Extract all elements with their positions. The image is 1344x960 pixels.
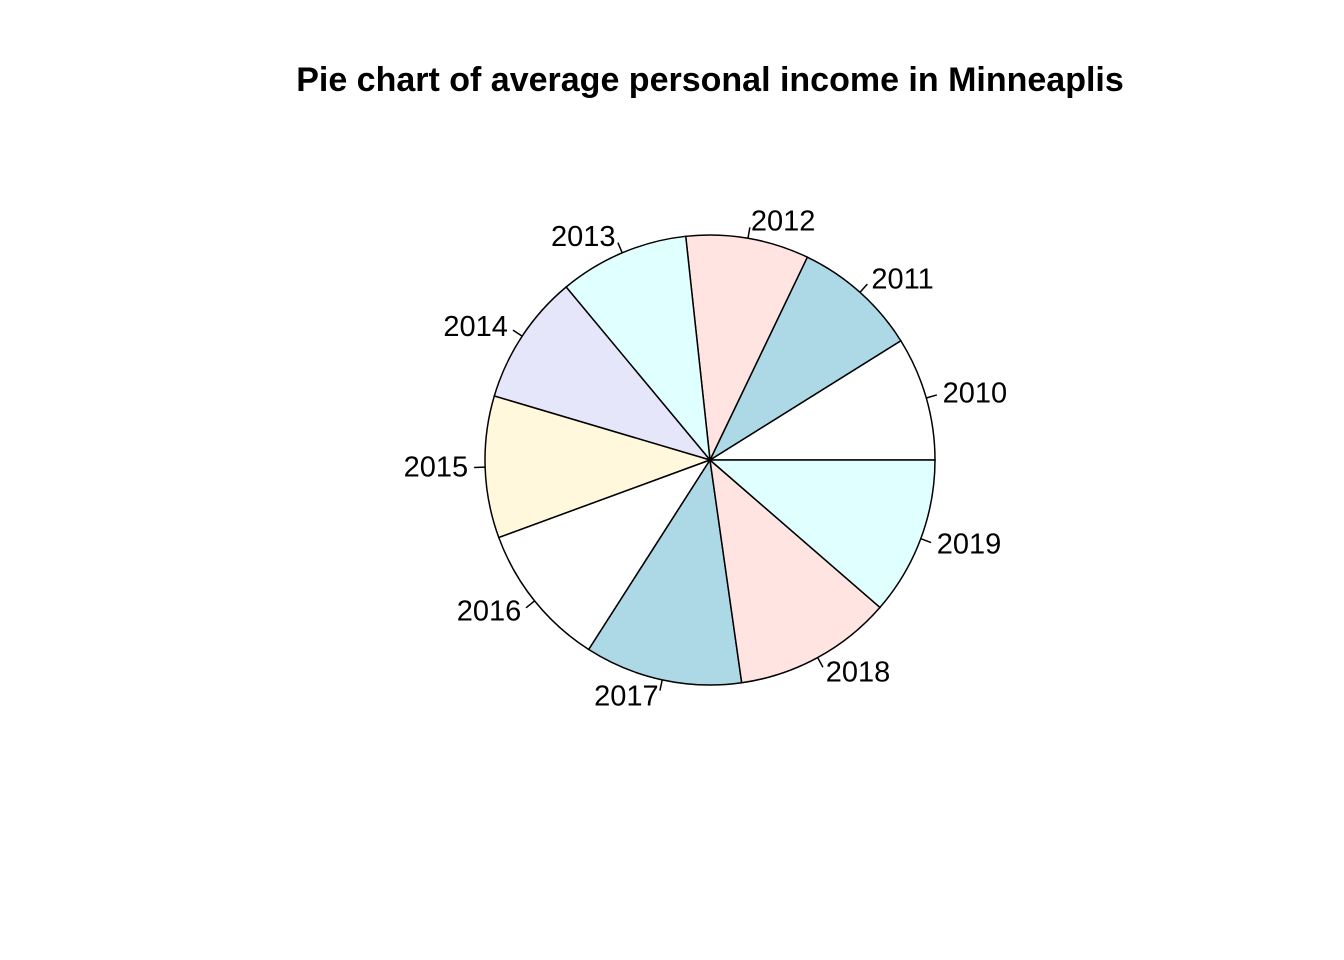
pie-label-2011: 2011 xyxy=(871,264,933,296)
pie-tick-2014 xyxy=(512,329,523,337)
pie-tick-2013 xyxy=(617,242,623,254)
pie-label-2013: 2013 xyxy=(551,221,616,253)
pie-slice-2013 xyxy=(565,235,712,463)
pie-label-2012: 2012 xyxy=(751,205,816,237)
pie-tick-2017 xyxy=(659,679,663,691)
pie-slices xyxy=(484,234,936,686)
pie-slice-2014 xyxy=(493,285,713,462)
pie-tick-2016 xyxy=(525,600,536,609)
pie-tick-2012 xyxy=(747,227,751,239)
pie-slice-2010 xyxy=(707,339,936,461)
pie-label-2014: 2014 xyxy=(443,311,508,343)
chart-title: Pie chart of average personal income in … xyxy=(296,61,1124,99)
pie-label-2010: 2010 xyxy=(943,377,1008,409)
pie-tick-2019 xyxy=(920,537,932,544)
pie-tick-2018 xyxy=(816,657,824,668)
pie-tick-2010 xyxy=(926,394,938,399)
pie-slice-2011 xyxy=(708,256,902,463)
pie-label-2015: 2015 xyxy=(404,452,469,484)
pie-slice-2012 xyxy=(684,234,809,463)
pie-label-2016: 2016 xyxy=(457,596,522,628)
pie-slice-2017 xyxy=(587,457,743,686)
pie-slice-2019 xyxy=(707,459,936,609)
pie-slice-2018 xyxy=(708,458,882,684)
pie-label-2018: 2018 xyxy=(826,657,891,689)
pie-tick-2011 xyxy=(859,283,868,293)
pie-label-2017: 2017 xyxy=(594,680,659,712)
pie-labels: 2010 2011 2012 2013 2014 2015 2016 2017 2018 2019 xyxy=(404,205,1008,712)
pie-label-2019: 2019 xyxy=(937,529,1002,561)
pie-slice-2016 xyxy=(497,458,712,651)
